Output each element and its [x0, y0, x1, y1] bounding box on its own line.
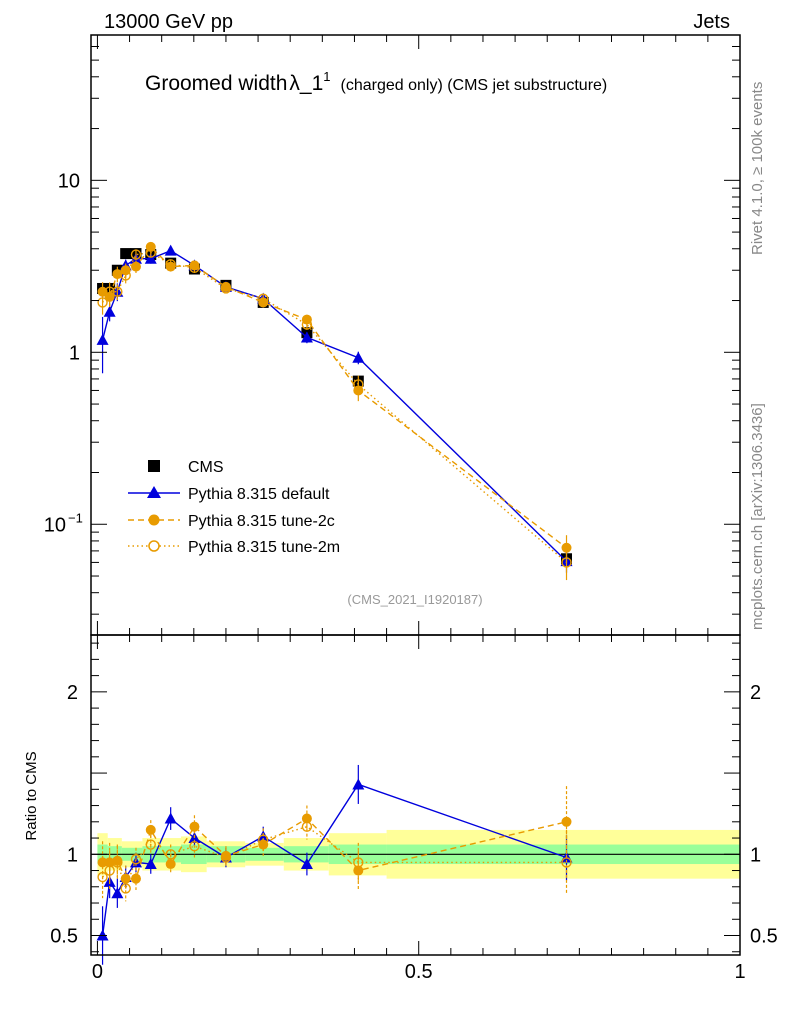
- energy-label: 13000 GeV pp: [104, 11, 233, 33]
- marker-main-tune2m-12: [561, 557, 572, 568]
- marker-ratio-tune2c-5: [145, 824, 156, 835]
- marker-main-tune2m-5: [145, 247, 156, 258]
- marker-ratio-default-4: [129, 856, 142, 868]
- marker-main-default-5: [144, 252, 157, 264]
- marker-ratio-tune2m-8: [220, 852, 232, 863]
- y-tick-label-ratio-right-0: 2: [750, 682, 761, 704]
- mcplots-label: mcplots.cern.ch [arXiv:1306.3436]: [749, 403, 766, 630]
- marker-ratio-tune2m-11: [353, 857, 364, 868]
- legend-marker-cms: [148, 460, 160, 472]
- analysis-tag: (CMS_2021_I1920187): [347, 592, 482, 607]
- marker-main-tune2m-10: [301, 319, 313, 330]
- x-tick-label-0: 0: [92, 961, 103, 983]
- marker-main-tune2m-7: [189, 262, 200, 273]
- marker-main-tune2c-0: [97, 286, 108, 297]
- marker-main-default-11: [352, 351, 365, 363]
- legend-entry-cms: CMS: [148, 459, 224, 476]
- y-tick-label-main-2: 10: [44, 514, 66, 536]
- y-tick-label-ratio-right-2: 0.5: [750, 926, 778, 948]
- marker-ratio-default-5: [144, 858, 157, 870]
- marker-ratio-tune2m-2: [112, 857, 123, 868]
- ratio-axis-label: Ratio to CMS: [23, 751, 40, 840]
- marker-ratio-tune2c-7: [189, 821, 200, 832]
- x-tick-label-2: 1: [734, 961, 745, 983]
- legend-marker-tune2c: [148, 514, 160, 526]
- title-suffix: (charged only) (CMS jet substructure): [341, 77, 608, 94]
- marker-ratio-tune2m-3: [120, 883, 131, 894]
- title-lambda: λ_1: [289, 72, 323, 95]
- marker-main-tune2m-0: [97, 297, 108, 308]
- marker-ratio-tune2m-4: [130, 853, 142, 865]
- marker-main-tune2m-1: [104, 286, 115, 297]
- ratio-plot-frame: [90, 634, 741, 956]
- marker-ratio-tune2m-0: [97, 871, 108, 883]
- legend-label-tune2c: Pythia 8.315 tune-2c: [188, 513, 335, 530]
- legend: CMS Pythia 8.315 default Pythia 8.315 tu…: [128, 459, 340, 556]
- marker-main-tune2m-4: [130, 249, 142, 260]
- y-tick-label-main-0: 10: [58, 170, 80, 192]
- legend-entry-default: Pythia 8.315 default: [128, 486, 330, 503]
- marker-main-tune2m-2: [112, 286, 123, 297]
- legend-marker-tune2m: [148, 540, 160, 552]
- marker-main-tune2m-3: [120, 270, 131, 281]
- y-tick-label-ratio-left-0: 2: [67, 682, 78, 704]
- marker-main-tune2c-2: [112, 269, 123, 280]
- marker-ratio-default-2: [111, 887, 124, 899]
- y-tick-label-ratio-left-1: 1: [67, 844, 78, 866]
- legend-label-tune2m: Pythia 8.315 tune-2m: [188, 539, 340, 556]
- series-line-main-tune2c: [102, 245, 567, 549]
- marker-ratio-default-10: [300, 858, 313, 870]
- marker-ratio-tune2m-12: [561, 857, 572, 868]
- marker-ratio-tune2m-6: [165, 849, 176, 860]
- marker-ratio-tune2c-4: [130, 873, 141, 884]
- marker-ratio-default-6: [164, 812, 177, 824]
- cms-point-3: [120, 248, 132, 260]
- chart-title: Groomed widthλ_11 (charged only) (CMS jet…: [145, 69, 607, 95]
- marker-main-tune2c-12: [561, 542, 572, 553]
- x-tick-label-1: 0.5: [405, 961, 433, 983]
- legend-label-cms: CMS: [188, 459, 224, 476]
- y-tick-label-ratio-right-1: 1: [750, 844, 761, 866]
- rivet-version-label: Rivet 4.1.0, ≥ 100k events: [749, 82, 766, 255]
- marker-ratio-tune2m-1: [104, 865, 115, 876]
- marker-main-default-10: [300, 331, 313, 343]
- title-main: Groomed width: [145, 72, 287, 95]
- marker-main-default-1: [103, 305, 116, 317]
- marker-main-default-6: [164, 244, 177, 256]
- legend-entry-tune2m: Pythia 8.315 tune-2m: [128, 539, 340, 556]
- marker-ratio-tune2c-12: [561, 816, 572, 827]
- y-tick-label-main-1: 1: [69, 342, 80, 364]
- marker-ratio-tune2m-5: [145, 839, 156, 850]
- marker-ratio-default-11: [352, 778, 365, 790]
- marker-main-tune2m-8: [220, 283, 232, 294]
- marker-ratio-tune2c-10: [301, 813, 312, 824]
- marker-main-tune2m-9: [258, 293, 269, 304]
- marker-ratio-tune2c-6: [165, 859, 176, 870]
- legend-marker-default: [147, 486, 161, 498]
- category-label: Jets: [693, 11, 730, 33]
- data-series: [96, 241, 573, 965]
- marker-ratio-tune2m-9: [258, 834, 269, 845]
- title-superscript: 1: [323, 69, 330, 84]
- marker-ratio-tune2m-7: [189, 840, 200, 852]
- series-line-ratio-tune2m: [102, 825, 567, 891]
- marker-main-tune2m-6: [165, 259, 176, 270]
- marker-main-tune2c-4: [130, 261, 141, 272]
- y-tick-label-main-exp-2: −1: [68, 510, 83, 525]
- y-tick-label-ratio-left-2: 0.5: [50, 926, 78, 948]
- marker-ratio-tune2m-10: [301, 821, 313, 832]
- legend-label-default: Pythia 8.315 default: [188, 486, 330, 503]
- marker-ratio-tune2c-3: [120, 873, 131, 884]
- marker-main-tune2m-11: [353, 379, 364, 390]
- legend-entry-tune2c: Pythia 8.315 tune-2c: [128, 513, 335, 530]
- marker-main-default-0: [96, 333, 109, 345]
